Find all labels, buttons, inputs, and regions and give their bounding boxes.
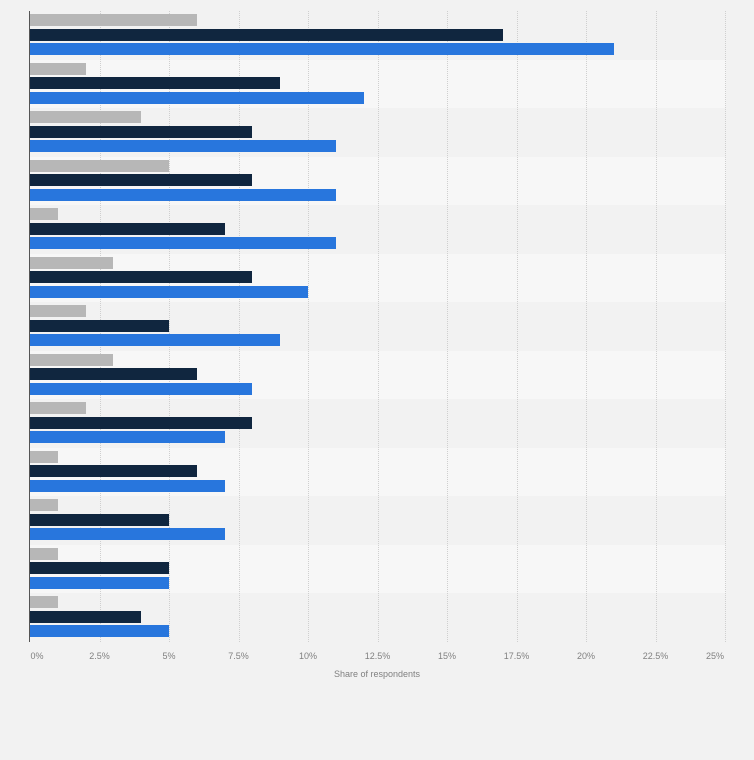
bar[interactable] [30,77,281,90]
bar[interactable] [30,140,336,153]
x-axis-label: Share of respondents [333,669,421,679]
x-tick-label: 25% [705,651,725,661]
bar[interactable] [30,111,142,124]
bar[interactable] [30,174,253,187]
x-tick-label: 22.5% [642,651,669,661]
bar[interactable] [30,610,142,623]
x-tick-label: 20% [576,651,596,661]
x-tick-label: 0% [30,651,44,661]
bar[interactable] [30,91,364,104]
bar[interactable] [30,368,197,381]
bar[interactable] [30,450,58,463]
bar[interactable] [30,576,169,589]
bar[interactable] [30,334,281,347]
bar[interactable] [30,237,336,250]
bar[interactable] [30,28,503,41]
gridline [586,11,587,642]
x-tick-label: 12.5% [364,651,391,661]
bar[interactable] [30,43,614,55]
bar[interactable] [30,625,169,638]
x-tick-label: 7.5% [228,651,249,661]
bar[interactable] [30,14,197,26]
bar[interactable] [30,547,58,560]
bar[interactable] [30,159,169,172]
gridline [238,11,240,642]
x-tick-label: 5% [162,651,176,661]
x-tick-label: 10% [298,651,318,661]
bar[interactable] [30,208,58,221]
gridline [516,11,518,642]
y-axis-line [29,11,30,642]
bar[interactable] [30,256,114,269]
gridline [377,11,379,642]
gridline [447,11,448,642]
bar[interactable] [30,513,169,526]
bar[interactable] [30,596,58,609]
bar[interactable] [30,479,225,492]
gridline [308,11,309,642]
x-tick-label: 17.5% [503,651,530,661]
x-tick-label: 2.5% [89,651,110,661]
bar[interactable] [30,62,86,75]
bar[interactable] [30,305,86,318]
bar[interactable] [30,188,336,201]
bar[interactable] [30,528,225,541]
bar[interactable] [30,271,253,284]
bar[interactable] [30,465,197,478]
gridline [655,11,657,642]
bar[interactable] [30,431,225,444]
gridline [169,11,170,642]
bar[interactable] [30,353,114,366]
bar[interactable] [30,402,86,415]
bar[interactable] [30,319,169,332]
bar[interactable] [30,222,225,235]
bar[interactable] [30,285,308,298]
bar[interactable] [30,562,169,575]
gridline [725,11,726,642]
bar[interactable] [30,416,253,429]
bar[interactable] [30,125,253,138]
bar[interactable] [30,499,58,512]
bar[interactable] [30,382,253,395]
x-tick-label: 15% [437,651,457,661]
